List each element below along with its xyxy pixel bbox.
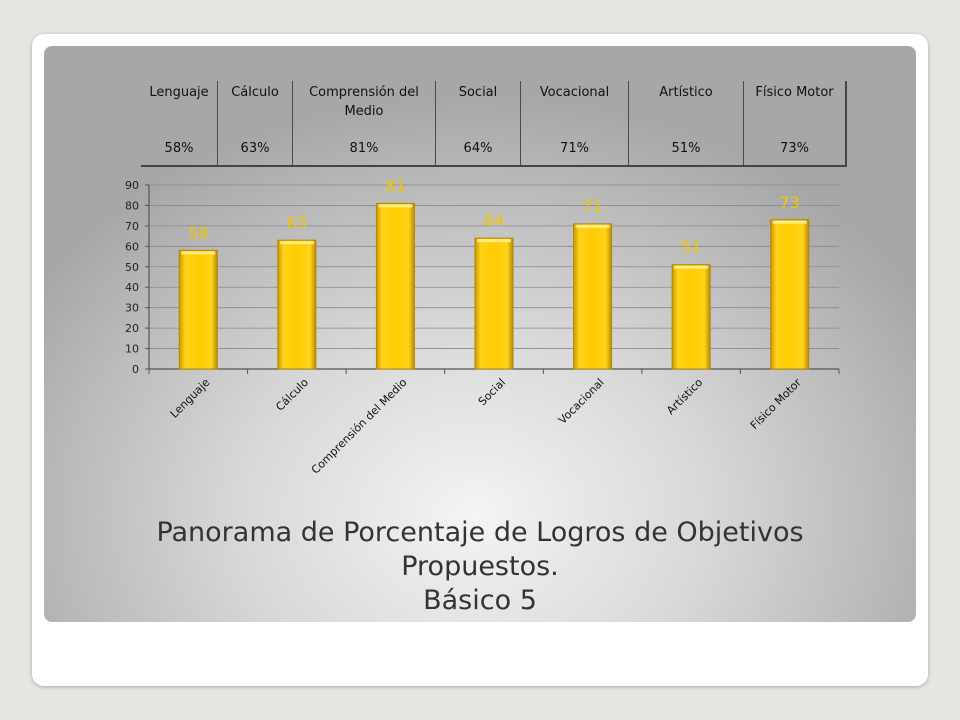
bar: [573, 223, 613, 370]
y-tick-label: 80: [125, 199, 139, 212]
y-tick-label: 0: [132, 363, 139, 376]
table-value-row: 58% 63% 81% 64% 71% 51% 73%: [141, 131, 847, 167]
x-category-label: Comprensión del Medio: [309, 376, 410, 477]
y-tick-label: 90: [125, 179, 139, 192]
y-tick-label: 20: [125, 322, 139, 335]
table-value-cell: 71%: [520, 131, 629, 167]
caption-line-2: Propuestos.: [401, 551, 559, 582]
table-value-cell: 73%: [743, 131, 847, 167]
bar-top-highlight: [477, 239, 511, 243]
data-label: 51: [681, 238, 701, 257]
table-header-cell: Vocacional: [520, 81, 629, 131]
y-tick-label: 40: [125, 281, 139, 294]
table-header-cell: Artístico: [628, 81, 744, 131]
x-category-label: Cálculo: [273, 376, 311, 414]
x-category-label: Artístico: [664, 376, 705, 417]
table-value-cell: 81%: [292, 131, 436, 167]
y-tick-label: 50: [125, 261, 139, 274]
bar-top-highlight: [378, 204, 413, 208]
bar: [770, 219, 810, 370]
x-category-label: Lenguaje: [168, 376, 213, 421]
slide-caption: Panorama de Porcentaje de Logros de Obje…: [44, 516, 916, 618]
bar-top-highlight: [772, 220, 807, 224]
slide-panel: Lenguaje Cálculo Comprensión del Medio S…: [44, 46, 916, 622]
x-category-label: Social: [476, 376, 508, 408]
table-header-row: Lenguaje Cálculo Comprensión del Medio S…: [141, 81, 847, 131]
table-value-cell: 64%: [435, 131, 521, 167]
table-value-cell: 51%: [628, 131, 744, 167]
data-label: 71: [582, 197, 602, 216]
bar-top-highlight: [674, 265, 709, 269]
caption-line-3: Básico 5: [423, 585, 537, 616]
table-value-cell: 58%: [141, 131, 218, 167]
bar-top-highlight: [575, 224, 610, 228]
table-header-cell: Cálculo: [217, 81, 293, 131]
y-tick-label: 60: [125, 240, 139, 253]
data-label: 64: [484, 211, 504, 230]
table-header-cell: Físico Motor: [743, 81, 847, 131]
bar-chart: 0 10 20 30 40 50 60 70 80 90 58 Lenguaje 63 Cálculo 8…: [125, 176, 840, 477]
data-label: 81: [385, 176, 405, 195]
x-category-label: Vocacional: [556, 376, 607, 427]
bar: [277, 239, 317, 370]
data-label: 58: [188, 223, 208, 242]
table-value-cell: 63%: [217, 131, 293, 167]
y-tick-label: 30: [125, 302, 139, 315]
table-header-cell: Lenguaje: [141, 81, 218, 131]
bar: [474, 237, 514, 370]
y-tick-label: 10: [125, 343, 139, 356]
bar-top-highlight: [279, 241, 314, 245]
caption-line-1: Panorama de Porcentaje de Logros de Obje…: [156, 517, 804, 548]
bar: [178, 249, 218, 370]
x-category-label: Físico Motor: [748, 376, 804, 432]
bar: [671, 264, 711, 370]
table-header-cell: Comprensión del Medio: [292, 81, 436, 131]
data-table: Lenguaje Cálculo Comprensión del Medio S…: [141, 81, 847, 167]
y-tick-label: 70: [125, 220, 139, 233]
bar-top-highlight: [181, 251, 216, 255]
data-label: 73: [780, 193, 800, 212]
bar: [375, 202, 415, 370]
data-label: 63: [287, 213, 307, 232]
table-header-cell: Social: [435, 81, 521, 131]
